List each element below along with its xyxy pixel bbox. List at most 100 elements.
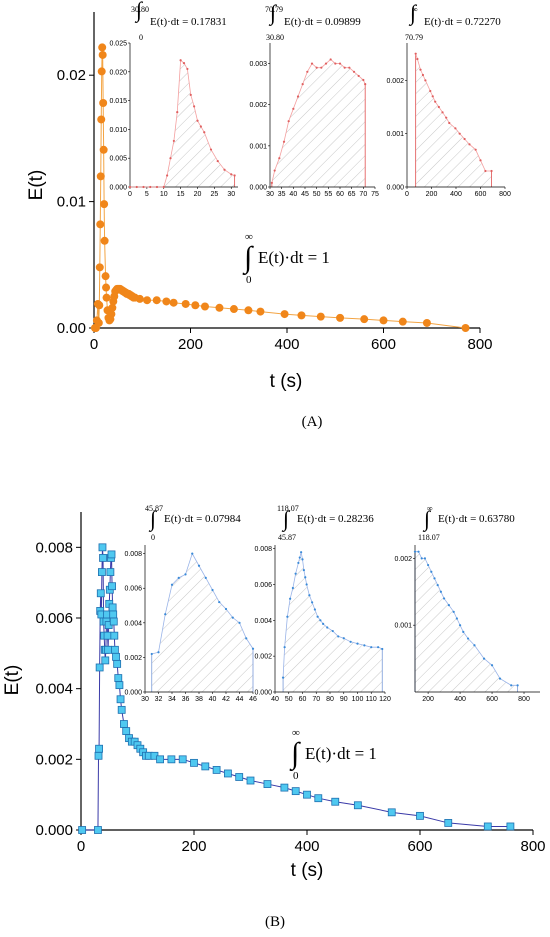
inset-data-point	[162, 185, 165, 189]
integral-lower-limit: 45.87	[278, 533, 296, 542]
inset-data-point	[310, 62, 314, 65]
data-point	[94, 826, 102, 834]
data-point	[101, 656, 110, 665]
inset-data-point	[149, 185, 152, 189]
x-tick-label: 400	[274, 336, 299, 353]
inset-data-point	[423, 557, 427, 560]
data-point	[78, 826, 87, 834]
data-point	[111, 645, 119, 654]
integral-value: E(t)·dt = 0.72270	[424, 16, 501, 28]
inset-y-tick-label: 0.002	[254, 654, 272, 661]
integral-upper-limit: ∞	[427, 504, 433, 513]
normalization-integral-b: ∫ ∞ 0 E(t)·dt = 1	[289, 727, 377, 782]
inset-data-point	[298, 556, 301, 559]
inset-x-tick-label: 110	[366, 696, 377, 703]
inset-data-point	[223, 168, 226, 171]
inset-data-point	[419, 68, 422, 71]
inset-data-point	[417, 550, 420, 553]
data-point	[229, 305, 238, 314]
inset-x-tick-label: 40	[209, 696, 217, 703]
x-tick-label: 0	[77, 838, 85, 855]
inset-data-point	[296, 95, 300, 98]
data-point	[102, 283, 111, 292]
inset-data-point	[447, 604, 450, 607]
inset-data-point	[490, 664, 494, 667]
data-point	[316, 312, 325, 321]
inset-data-point	[283, 646, 286, 649]
inset-data-point	[300, 551, 303, 554]
inset-x-tick-label: 5	[145, 191, 149, 198]
inset-data-point	[142, 185, 145, 189]
inset-x-tick-label: 20	[194, 191, 202, 198]
inset-y-tick-label: 0.000	[254, 690, 272, 697]
data-point	[215, 303, 224, 312]
integral-upper-limit: 30.80	[131, 5, 149, 14]
inset-y-tick-label: 0.006	[254, 582, 272, 589]
data-point	[444, 819, 453, 827]
data-point	[109, 617, 118, 626]
integral-shaded-area	[415, 53, 492, 187]
inset-data-point	[302, 568, 305, 572]
inset-a-2-integral: ∫ 70.79 30.80 E(t)·dt = 0.09899	[265, 0, 361, 42]
inset-x-tick-label: 40	[289, 191, 297, 198]
inset-data-point	[436, 583, 439, 587]
inset-data-point	[433, 577, 436, 580]
data-point	[167, 755, 176, 764]
inset-data-point	[431, 95, 434, 98]
data-point	[112, 652, 120, 661]
inset-data-point	[313, 608, 316, 611]
inset-data-point	[128, 185, 132, 189]
data-point	[103, 631, 112, 640]
inset-y-tick-label: 0.000	[249, 185, 267, 192]
inset-data-point	[179, 59, 182, 62]
data-point	[422, 318, 431, 327]
integral-upper-limit: 70.79	[265, 5, 283, 14]
inset-b-1-integral: ∫ 45.87 0 E(t)·dt = 0.07984	[145, 504, 241, 542]
inset-data-point	[326, 626, 329, 629]
integral-lower-limit: 0	[139, 33, 143, 42]
inset-data-point	[270, 181, 273, 184]
inset-data-point	[331, 629, 334, 633]
integral-expression: E(t)·dt = 1	[258, 248, 330, 267]
inset-data-point	[424, 79, 427, 82]
svg-text:∫: ∫	[422, 506, 432, 532]
data-point	[98, 568, 106, 576]
inset-x-tick-label: 46	[249, 696, 257, 703]
inset-x-tick-label: 50	[313, 191, 321, 198]
y-tick-label: 0.00	[57, 320, 86, 337]
inset-data-point	[452, 610, 455, 613]
inset-x-tick-label: 42	[222, 696, 230, 703]
panel-label-a: (A)	[302, 414, 323, 430]
inset-data-point	[245, 637, 248, 640]
inset-data-point	[454, 127, 457, 130]
inset-data-point	[329, 58, 332, 61]
inset-data-point	[301, 83, 304, 86]
integral-shaded-area	[271, 59, 366, 188]
data-point	[506, 822, 515, 831]
inset-x-tick-label: 32	[155, 696, 163, 703]
data-point	[280, 783, 289, 792]
y-axis-label-b: E(t)	[2, 665, 23, 696]
data-point	[190, 758, 198, 767]
integral-shaded-area	[283, 552, 383, 692]
data-point	[115, 681, 124, 690]
inset-data-point	[319, 619, 322, 622]
integral-shaded-area	[130, 60, 235, 187]
inset-x-tick-label: 600	[486, 696, 498, 703]
data-point	[398, 317, 407, 326]
integral-upper-limit: 45.87	[145, 504, 163, 513]
data-point	[100, 236, 109, 245]
inset-y-tick-label: 0.000	[109, 185, 127, 192]
inset-x-tick-label: 80	[326, 696, 334, 703]
data-point	[99, 99, 108, 108]
inset-a-1-integral: ∫ 30.80 0 E(t)·dt = 0.17831	[131, 0, 227, 42]
inset-data-point	[348, 66, 351, 69]
inset-a-2: 30 35 40 45 50 55 60 65 70 75 0.000 0.001 0.002 0.003	[249, 43, 379, 198]
data-point	[156, 755, 165, 764]
inset-x-tick-label: 45	[301, 191, 309, 198]
data-point	[244, 306, 253, 315]
inset-data-point	[479, 159, 482, 162]
inset-data-point	[172, 139, 175, 143]
inset-x-tick-label: 40	[271, 696, 279, 703]
inset-data-point	[421, 73, 425, 77]
